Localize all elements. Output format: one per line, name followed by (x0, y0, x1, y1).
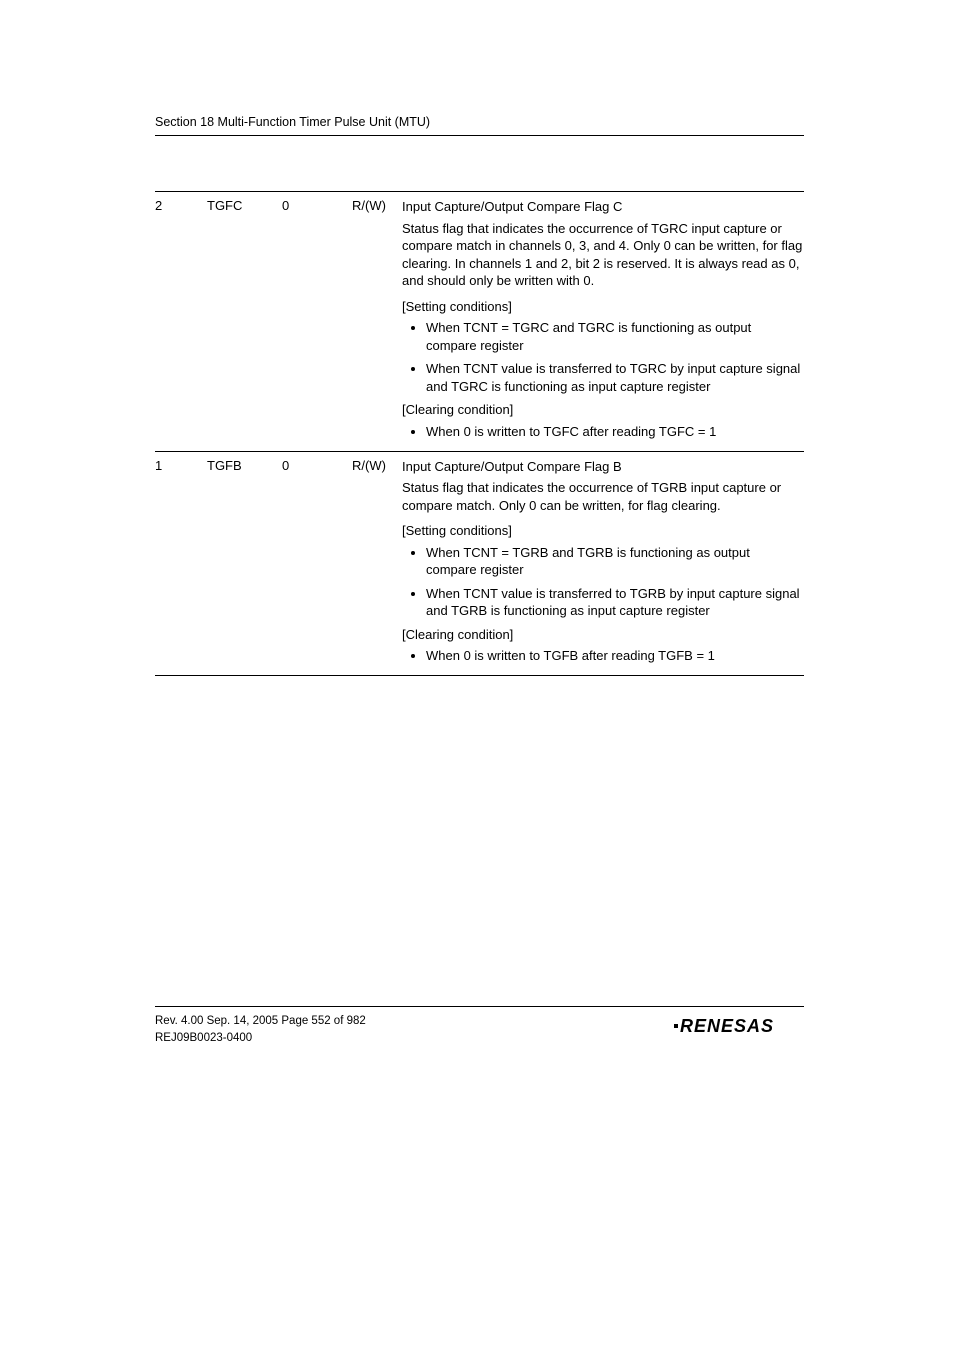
flag-title: Input Capture/Output Compare Flag B (402, 458, 804, 476)
register-table: 2 TGFC 0 R/(W) Input Capture/Output Comp… (155, 191, 804, 676)
footer-doc-id: REJ09B0023-0400 (155, 1030, 366, 1047)
bit-number: 1 (155, 451, 207, 675)
setting-condition-item: When TCNT value is transferred to TGRC b… (426, 360, 804, 395)
setting-conditions-list: When TCNT = TGRB and TGRB is functioning… (402, 544, 804, 620)
initial-value: 0 (282, 451, 352, 675)
rw-access: R/(W) (352, 192, 402, 452)
clearing-conditions-list: When 0 is written to TGFC after reading … (402, 423, 804, 441)
svg-text:RENESAS: RENESAS (680, 1016, 774, 1036)
flag-title: Input Capture/Output Compare Flag C (402, 198, 804, 216)
flag-description: Status flag that indicates the occurrenc… (402, 479, 804, 514)
page-header: Section 18 Multi-Function Timer Pulse Un… (155, 115, 804, 136)
rw-access: R/(W) (352, 451, 402, 675)
setting-condition-item: When TCNT = TGRB and TGRB is functioning… (426, 544, 804, 579)
clearing-condition-item: When 0 is written to TGFB after reading … (426, 647, 804, 665)
flag-description: Status flag that indicates the occurrenc… (402, 220, 804, 290)
initial-value: 0 (282, 192, 352, 452)
setting-label: [Setting conditions] (402, 522, 804, 540)
clearing-condition-item: When 0 is written to TGFC after reading … (426, 423, 804, 441)
setting-condition-item: When TCNT = TGRC and TGRC is functioning… (426, 319, 804, 354)
page-footer: Rev. 4.00 Sep. 14, 2005 Page 552 of 982 … (155, 1006, 804, 1048)
clearing-conditions-list: When 0 is written to TGFB after reading … (402, 647, 804, 665)
bit-name: TGFC (207, 192, 282, 452)
setting-label: [Setting conditions] (402, 298, 804, 316)
bit-name: TGFB (207, 451, 282, 675)
setting-condition-item: When TCNT value is transferred to TGRB b… (426, 585, 804, 620)
renesas-logo: RENESAS (674, 1015, 804, 1037)
bit-number: 2 (155, 192, 207, 452)
clearing-label: [Clearing condition] (402, 626, 804, 644)
footer-rev-line: Rev. 4.00 Sep. 14, 2005 Page 552 of 982 (155, 1013, 366, 1030)
setting-conditions-list: When TCNT = TGRC and TGRC is functioning… (402, 319, 804, 395)
clearing-label: [Clearing condition] (402, 401, 804, 419)
